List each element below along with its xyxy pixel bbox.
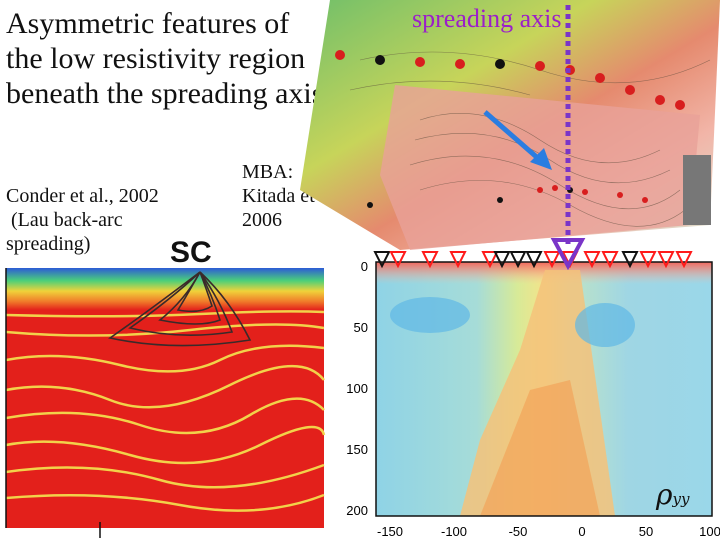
station-triangle	[621, 251, 639, 269]
y-tick-label: 150	[346, 442, 368, 457]
x-tick-label: 0	[578, 524, 585, 539]
section-top-layer	[376, 262, 712, 284]
map-side-panel	[683, 155, 711, 225]
station-triangle	[657, 251, 675, 269]
sc-label: SC	[170, 236, 212, 269]
resistive-blob-left	[390, 297, 470, 333]
x-tick-label: -150	[377, 524, 403, 539]
reference-conder-line-1: Conder et al., 2002	[6, 185, 159, 207]
y-tick-label: 100	[346, 381, 368, 396]
y-tick-label: 200	[346, 503, 368, 518]
station-triangle	[543, 251, 561, 269]
station-triangle	[525, 251, 543, 269]
model-black-contours	[108, 271, 252, 347]
station-triangle	[639, 251, 657, 269]
y-tick-labels: 0 50 100 150 200	[346, 259, 368, 518]
model-yellow-contours	[5, 310, 326, 512]
map-mba-overlay	[380, 85, 700, 250]
station-triangle	[675, 251, 693, 269]
station-triangle	[583, 251, 601, 269]
station-triangle	[389, 251, 407, 269]
resistivity-section: 0 50 100 150 200 -150 -100 -50 0 50 100	[346, 251, 720, 539]
rho-symbol: ρ	[656, 478, 673, 511]
blue-arrow-head	[530, 148, 552, 170]
station-triangle	[421, 251, 439, 269]
reference-conder: Conder et al., 2002 (Lau back-arc spread…	[6, 184, 159, 256]
map-station-dots	[335, 50, 685, 208]
y-tick-label: 0	[361, 259, 368, 274]
y-tick-label: 50	[354, 320, 368, 335]
resistive-blob-right	[575, 303, 635, 347]
spreading-axis-arrowhead	[550, 238, 586, 270]
reference-mba-line-1: MBA:	[242, 161, 294, 183]
reference-conder-line-2: (Lau back-arc	[6, 209, 123, 231]
station-triangle	[373, 251, 391, 269]
x-tick-label: -50	[509, 524, 528, 539]
station-triangle	[493, 251, 511, 269]
station-triangle	[509, 251, 527, 269]
station-triangle	[449, 251, 467, 269]
slide-title: Asymmetric features of the low resistivi…	[6, 7, 324, 110]
model-top-gradient	[6, 268, 324, 310]
low-resistivity-core-inner	[480, 380, 600, 516]
x-tick-label: 100	[699, 524, 720, 539]
reference-mba-line-3: 2006	[242, 209, 282, 231]
blue-arrow	[483, 110, 542, 162]
station-triangle	[481, 251, 499, 269]
section-frame	[375, 261, 713, 517]
mba-map-figure	[300, 0, 720, 250]
x-tick-labels: -150 -100 -50 0 50 100	[377, 524, 720, 539]
station-triangle	[601, 251, 619, 269]
x-tick-label: 50	[639, 524, 653, 539]
spreading-axis-line	[550, 5, 586, 270]
conder-model-figure	[5, 268, 326, 538]
spreading-axis-label: spreading axis	[412, 4, 562, 33]
rho-yy-label: ρyy	[656, 478, 689, 511]
rho-subscript: yy	[672, 490, 690, 508]
x-tick-label: -100	[441, 524, 467, 539]
reference-conder-line-3: spreading)	[6, 233, 91, 255]
